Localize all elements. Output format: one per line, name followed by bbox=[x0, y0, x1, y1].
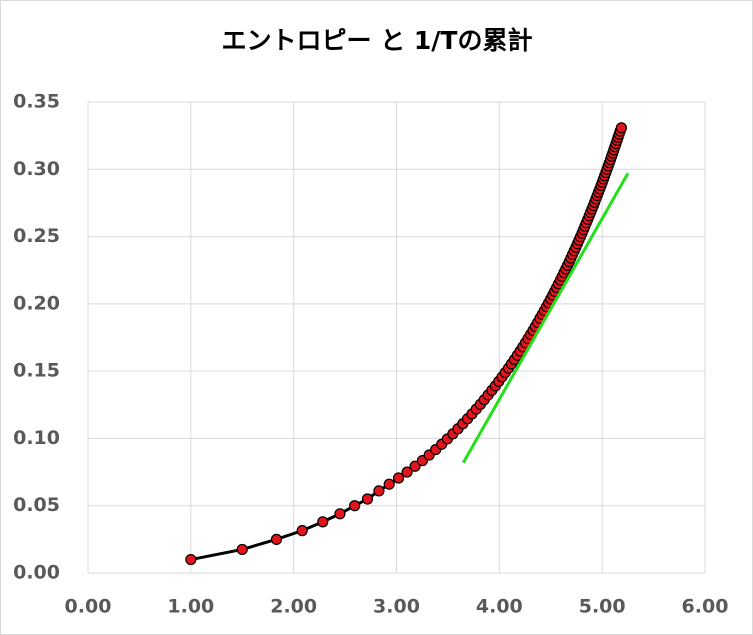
data-point bbox=[236, 543, 248, 556]
data-point bbox=[349, 500, 361, 512]
data-point bbox=[270, 533, 283, 545]
data-point bbox=[615, 122, 627, 134]
y-tick-label: 0.25 bbox=[13, 225, 60, 247]
data-point bbox=[296, 525, 308, 537]
data-point bbox=[401, 466, 413, 478]
y-tick-label: 0.00 bbox=[13, 562, 60, 584]
chart-title: エントロピー と 1/Tの累計 bbox=[222, 26, 533, 55]
y-tick-label: 0.15 bbox=[13, 360, 60, 382]
x-tick-label: 2.00 bbox=[270, 596, 317, 618]
y-tick-label: 0.10 bbox=[13, 427, 60, 449]
x-tick-label: 3.00 bbox=[373, 596, 420, 618]
data-point bbox=[334, 508, 346, 520]
data-point bbox=[361, 493, 374, 505]
y-tick-label: 0.35 bbox=[13, 91, 60, 113]
series-line bbox=[462, 172, 630, 464]
y-tick-label: 0.05 bbox=[13, 494, 60, 516]
data-point bbox=[185, 553, 197, 566]
data-point bbox=[392, 472, 405, 484]
x-tick-label: 1.00 bbox=[167, 596, 214, 618]
y-tick-label: 0.20 bbox=[13, 292, 60, 314]
data-point bbox=[373, 485, 385, 497]
y-tick-label: 0.30 bbox=[13, 158, 60, 180]
data-point bbox=[317, 516, 329, 528]
x-tick-label: 5.00 bbox=[579, 596, 626, 618]
data-point bbox=[409, 460, 421, 472]
data-point bbox=[383, 478, 395, 490]
x-tick-label: 0.00 bbox=[65, 596, 112, 618]
x-tick-label: 6.00 bbox=[682, 596, 729, 618]
x-tick-label: 4.00 bbox=[476, 596, 523, 618]
